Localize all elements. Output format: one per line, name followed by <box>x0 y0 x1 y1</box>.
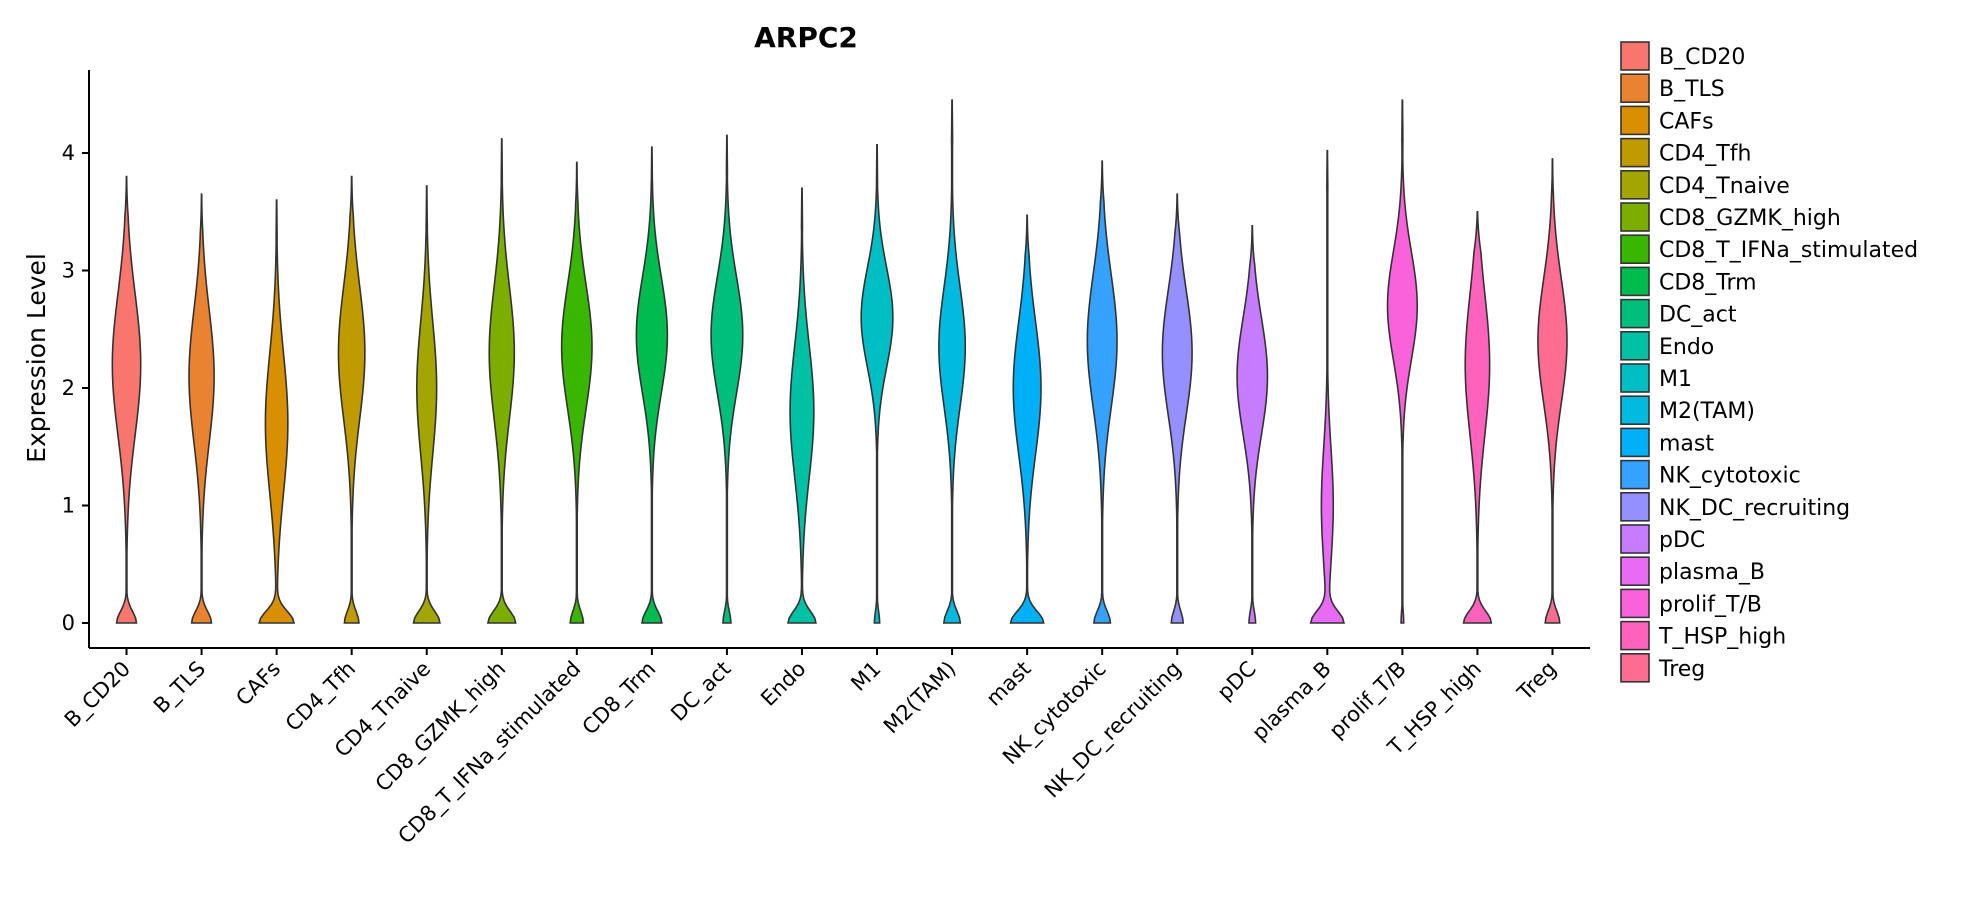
x-tick-label-dc-act: DC_act <box>666 657 736 727</box>
legend-swatch-pdc <box>1620 524 1650 554</box>
legend-swatch-t-hsp-high <box>1620 620 1650 651</box>
legend-swatch-cd4-tnaive <box>1620 170 1650 200</box>
legend-label-b-cd20: B_CD20 <box>1659 45 1745 70</box>
x-tick-label-pdc: pDC <box>1213 657 1261 705</box>
x-tick-label-m1: M1 <box>846 657 885 696</box>
legend-swatch-cd8-gzmk-high <box>1620 202 1650 232</box>
x-tick-label-endo: Endo <box>756 657 810 711</box>
legend-swatch-endo <box>1620 330 1650 361</box>
x-tick-label-treg: Treg <box>1512 657 1561 706</box>
violin-dc-act <box>710 134 744 624</box>
legend-label-m2-tam: M2(TAM) <box>1659 399 1755 424</box>
legend-swatch-cd4-tfh <box>1620 137 1650 168</box>
x-tick-label-plasma-b: plasma_B <box>1247 657 1336 746</box>
y-tick-label: 3 <box>62 259 75 283</box>
violin-nk-cytotoxic <box>1086 160 1118 624</box>
legend-swatch-b-tls <box>1620 73 1650 103</box>
y-tick-label: 4 <box>62 141 75 165</box>
legend-label-m1: M1 <box>1659 367 1692 392</box>
legend-label-t-hsp-high: T_HSP_high <box>1658 625 1786 650</box>
x-tick-label-b-cd20: B_CD20 <box>60 657 136 733</box>
legend-label-treg: Treg <box>1658 657 1705 682</box>
legend-label-cd8-trm: CD8_Trm <box>1659 270 1757 295</box>
x-tick-label-cafs: CAFs <box>231 657 285 711</box>
legend-label-cd4-tnaive: CD4_Tnaive <box>1659 174 1790 199</box>
violin-cd8-t-ifna-stimulated <box>560 161 593 624</box>
legend-swatch-dc-act <box>1620 298 1650 329</box>
x-tick-label-nk-dc-recruiting: NK_DC_recruiting <box>1040 657 1187 804</box>
legend-label-nk-dc-recruiting: NK_DC_recruiting <box>1659 496 1850 521</box>
x-tick-label-m2-tam: M2(TAM) <box>879 657 961 739</box>
legend-swatch-m2-tam <box>1620 395 1650 426</box>
legend-swatch-cd8-t-ifna-stimulated <box>1620 234 1650 264</box>
violin-cd4-tfh <box>337 175 366 624</box>
x-tick-label-mast: mast <box>982 657 1036 711</box>
violin-treg <box>1537 158 1568 624</box>
violin-mast <box>1009 214 1045 624</box>
y-tick-label: 0 <box>62 611 75 635</box>
legend-label-pdc: pDC <box>1659 528 1705 553</box>
legend-label-b-tls: B_TLS <box>1659 77 1725 102</box>
violin-b-tls <box>188 193 215 624</box>
legend-swatch-cafs <box>1620 105 1650 136</box>
legend-label-endo: Endo <box>1659 335 1714 360</box>
legend-swatch-m1 <box>1620 363 1650 393</box>
legend-swatch-cd8-trm <box>1620 266 1650 297</box>
violin-t-hsp-high <box>1462 210 1493 624</box>
legend-swatch-mast <box>1620 427 1650 458</box>
violin-plasma-b <box>1309 149 1345 624</box>
violin-m2-tam <box>938 99 967 624</box>
x-tick-label-cd8-gzmk-high: CD8_GZMK_high <box>371 657 511 797</box>
legend-label-nk-cytotoxic: NK_cytotoxic <box>1659 464 1801 489</box>
x-tick-label-cd8-trm: CD8_Trm <box>578 657 662 741</box>
legend-label-dc-act: DC_act <box>1659 303 1737 328</box>
violins-group <box>111 99 1568 624</box>
legend-swatch-prolif-t-b <box>1620 588 1650 619</box>
legend-label-prolif-t-b: prolif_T/B <box>1659 592 1762 617</box>
legend-swatch-plasma-b <box>1620 556 1650 587</box>
y-axis: 0 1 2 3 4 <box>62 70 90 648</box>
violin-prolif-t-b <box>1386 99 1419 624</box>
legend-label-mast: mast <box>1659 431 1714 456</box>
legend-swatch-nk-cytotoxic <box>1620 459 1650 490</box>
x-axis: B_CD20 B_TLS CAFsCD4_TfhCD4_TnaiveCD8_GZMK… <box>60 647 1590 849</box>
violin-nk-dc-recruiting <box>1161 193 1193 624</box>
violin-cd8-gzmk-high <box>486 138 517 624</box>
violin-b-cd20 <box>111 175 142 624</box>
violin-m1 <box>860 143 894 624</box>
violin-cafs <box>258 199 296 624</box>
x-tick-label-b-tls: B_TLS <box>149 657 211 719</box>
legend-label-cd4-tfh: CD4_Tfh <box>1659 142 1751 167</box>
violin-endo <box>787 187 817 624</box>
y-axis-label: Expression Level <box>22 253 51 463</box>
legend-swatch-nk-dc-recruiting <box>1620 491 1650 522</box>
legend-swatch-treg <box>1620 652 1650 683</box>
legend-label-cafs: CAFs <box>1659 109 1714 134</box>
legend-label-cd8-t-ifna-stimulated: CD8_T_IFNa_stimulated <box>1659 238 1918 263</box>
legend: B_CD20 B_TLS CAFs CD4_Tfh CD4_Tnaive CD8_GZMK… <box>1620 41 1918 683</box>
legend-label-plasma-b: plasma_B <box>1659 560 1765 585</box>
violin-cd4-tnaive <box>412 185 441 624</box>
chart-title: ARPC2 <box>754 21 858 54</box>
violin-cd8-trm <box>635 146 669 624</box>
y-tick-label: 2 <box>62 376 75 400</box>
violin-pdc <box>1236 225 1269 624</box>
legend-swatch-b-cd20 <box>1620 41 1650 71</box>
y-tick-label: 1 <box>62 494 75 518</box>
legend-label-cd8-gzmk-high: CD8_GZMK_high <box>1659 206 1841 231</box>
